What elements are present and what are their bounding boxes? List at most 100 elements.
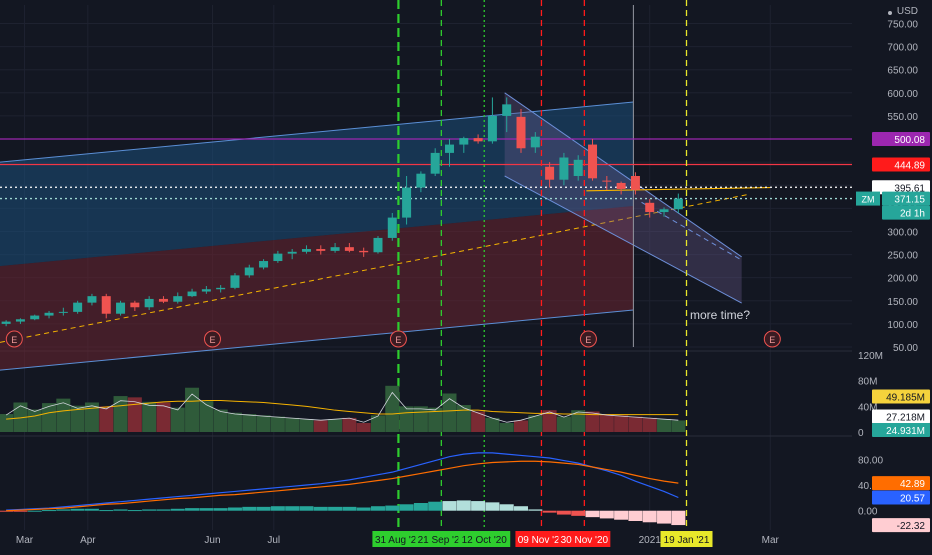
- candles: [1, 97, 683, 327]
- volume-bar: [614, 415, 629, 432]
- axes: 50.00100.00150.00200.00250.00300.00350.0…: [16, 0, 932, 550]
- volume-bar: [356, 423, 371, 432]
- volume-bar: [499, 423, 514, 432]
- price-axis-bg: [852, 0, 932, 550]
- macd-histogram-bar: [614, 510, 629, 520]
- volume-bar: [428, 407, 443, 432]
- candle-body: [316, 249, 326, 251]
- volume-bar: [671, 420, 686, 432]
- date-badge: 19 Jan '21: [664, 535, 710, 546]
- candle-body: [359, 250, 369, 253]
- date-badge: 21 Sep '20: [418, 535, 466, 546]
- candle-body: [244, 267, 254, 276]
- volume-bar: [84, 402, 99, 432]
- volume-bar: [585, 411, 600, 432]
- macd-histogram-bar: [628, 510, 643, 521]
- candle-body: [73, 302, 83, 312]
- price-tick-label: 750.00: [887, 19, 918, 30]
- date-badge-bg: [458, 531, 511, 547]
- date-badge: 09 Nov '20: [518, 535, 566, 546]
- volume-bar: [170, 407, 185, 432]
- x-tick-label: Mar: [762, 535, 780, 546]
- macd-histogram-bar: [285, 506, 300, 511]
- channel-upper-fill: [0, 102, 634, 267]
- candle-body: [58, 311, 68, 313]
- volume-bar: [27, 409, 42, 432]
- earnings-marker-label: E: [395, 335, 401, 345]
- date-badge: 12 Oct '20: [462, 535, 508, 546]
- price-tick-label: 600.00: [887, 89, 918, 100]
- macd-histogram-bar: [599, 510, 614, 519]
- candle-body: [444, 144, 454, 153]
- price-tick-label: 200.00: [887, 274, 918, 285]
- horizontal-levels: [0, 138, 852, 200]
- date-badge-bg: [415, 531, 468, 547]
- earnings-marker: [389, 330, 407, 348]
- x-tick-label: Jul: [267, 535, 280, 546]
- candle-body: [130, 302, 140, 308]
- price-tick-label: 250.00: [887, 251, 918, 262]
- candle-body: [273, 253, 283, 262]
- candle-body: [402, 187, 412, 218]
- price-tick-label: 150.00: [887, 297, 918, 308]
- date-badge-bg: [660, 531, 713, 547]
- macd-histogram-bar: [528, 509, 543, 511]
- candle-body: [15, 319, 25, 322]
- macd-signal-line: [6, 460, 679, 512]
- volume-tick-label: 0: [858, 428, 864, 439]
- x-tick-label: Apr: [80, 535, 96, 546]
- volume-bar: [270, 416, 285, 432]
- candle-body: [573, 159, 583, 176]
- volume-bar: [285, 417, 300, 432]
- settings-icon[interactable]: [888, 11, 892, 15]
- macd-histogram-bar: [199, 508, 214, 511]
- price-tick-label: 100.00: [887, 320, 918, 331]
- volume-bar: [156, 402, 171, 432]
- macd-histogram-bar: [485, 502, 500, 511]
- channel-drawings: [0, 5, 771, 371]
- macd-histogram-bar: [671, 510, 686, 526]
- macd-histogram-bar: [585, 510, 600, 518]
- volume-bar: [99, 406, 114, 432]
- macd-histogram-bar: [185, 508, 200, 511]
- volume-bar: [385, 385, 400, 432]
- candle-body: [473, 138, 483, 142]
- candle-body: [87, 296, 97, 303]
- down-lower-line: [504, 175, 742, 304]
- volume-bar: [242, 414, 257, 432]
- level-badge-395-bg: [872, 180, 930, 195]
- volume-bar: [485, 417, 500, 432]
- volume-bar: [56, 398, 71, 432]
- price-tick-label: 300.00: [887, 227, 918, 238]
- macd-badge-hist: -22.32: [897, 521, 926, 532]
- volume-bar: [456, 405, 471, 432]
- volume-bar: [299, 419, 314, 432]
- down-channel-fill: [504, 92, 742, 304]
- macd-histogram-bar: [328, 506, 343, 511]
- volume-badge-3: 24.931M: [886, 426, 925, 437]
- macd-pane: [0, 452, 686, 526]
- macd-histogram-bar: [499, 504, 514, 511]
- volume-bar: [227, 412, 242, 432]
- macd-histogram-bar: [27, 510, 42, 512]
- price-tick-label: 700.00: [887, 43, 918, 54]
- macd-histogram-bar: [342, 506, 357, 511]
- level-badge-last-bg: [882, 191, 930, 206]
- candle-body: [645, 202, 655, 213]
- macd-histogram-bar: [657, 510, 672, 524]
- volume-badge-1-bg: [872, 389, 930, 404]
- macd-tick-label: 80.00: [858, 455, 883, 466]
- date-badge-bg: [515, 531, 568, 547]
- volume-ma-line: [6, 400, 679, 420]
- down-upper-line: [504, 92, 742, 258]
- volume-pane: [0, 385, 686, 432]
- x-tick-label: 2021: [639, 535, 662, 546]
- vertical-markers: [397, 0, 688, 530]
- volume-short-ma-line: [5, 391, 679, 423]
- volume-badge-2: 27.218M: [886, 413, 925, 424]
- volume-bar: [13, 402, 28, 432]
- volume-bar: [313, 420, 328, 432]
- candle-body: [387, 217, 397, 238]
